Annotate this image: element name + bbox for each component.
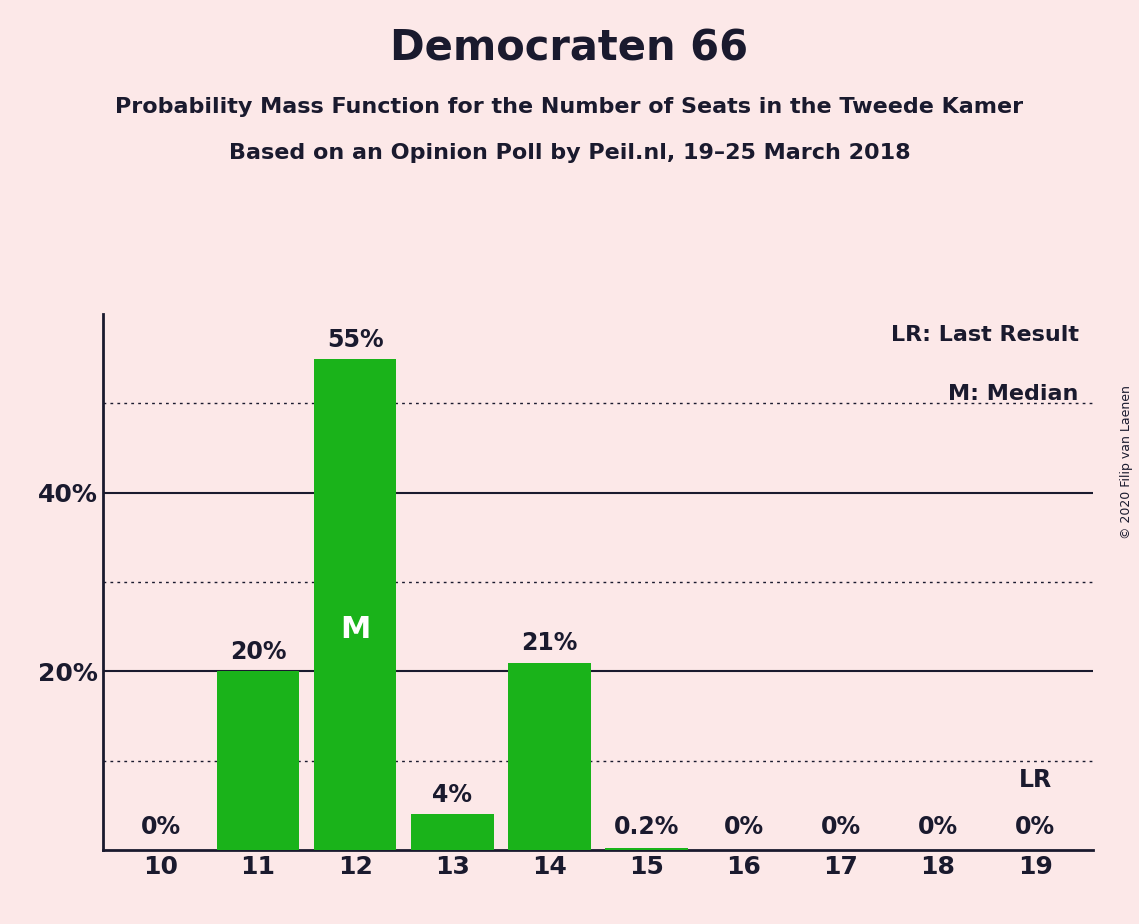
Text: 0.2%: 0.2% (614, 815, 679, 839)
Text: 21%: 21% (522, 631, 577, 655)
Text: 0%: 0% (141, 815, 181, 839)
Text: M: M (339, 614, 370, 643)
Bar (411, 814, 493, 850)
Bar (314, 359, 396, 850)
Text: 0%: 0% (723, 815, 764, 839)
Text: 0%: 0% (821, 815, 861, 839)
Text: LR: LR (1018, 768, 1051, 792)
Text: © 2020 Filip van Laenen: © 2020 Filip van Laenen (1121, 385, 1133, 539)
Text: Democraten 66: Democraten 66 (391, 28, 748, 69)
Text: 4%: 4% (432, 784, 473, 808)
Text: 20%: 20% (230, 640, 286, 664)
Text: Based on an Opinion Poll by Peil.nl, 19–25 March 2018: Based on an Opinion Poll by Peil.nl, 19–… (229, 143, 910, 164)
Text: 0%: 0% (1015, 815, 1055, 839)
Bar (605, 848, 688, 850)
Text: 0%: 0% (918, 815, 958, 839)
Bar (508, 663, 591, 850)
Text: Probability Mass Function for the Number of Seats in the Tweede Kamer: Probability Mass Function for the Number… (115, 97, 1024, 117)
Text: 55%: 55% (327, 328, 384, 352)
Text: M: Median: M: Median (948, 383, 1079, 404)
Bar (216, 672, 300, 850)
Text: LR: Last Result: LR: Last Result (891, 325, 1079, 345)
